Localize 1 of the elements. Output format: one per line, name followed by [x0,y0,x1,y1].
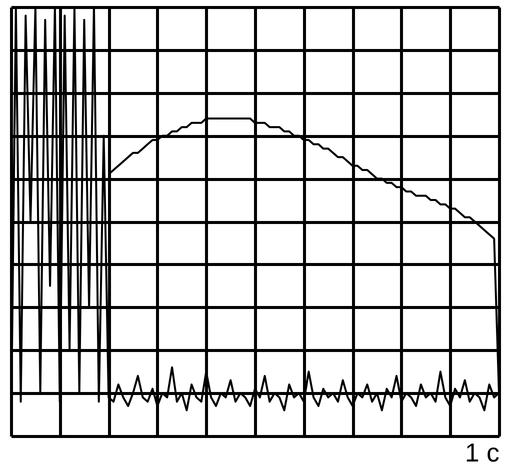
x-axis-title: 1 c [464,438,500,468]
